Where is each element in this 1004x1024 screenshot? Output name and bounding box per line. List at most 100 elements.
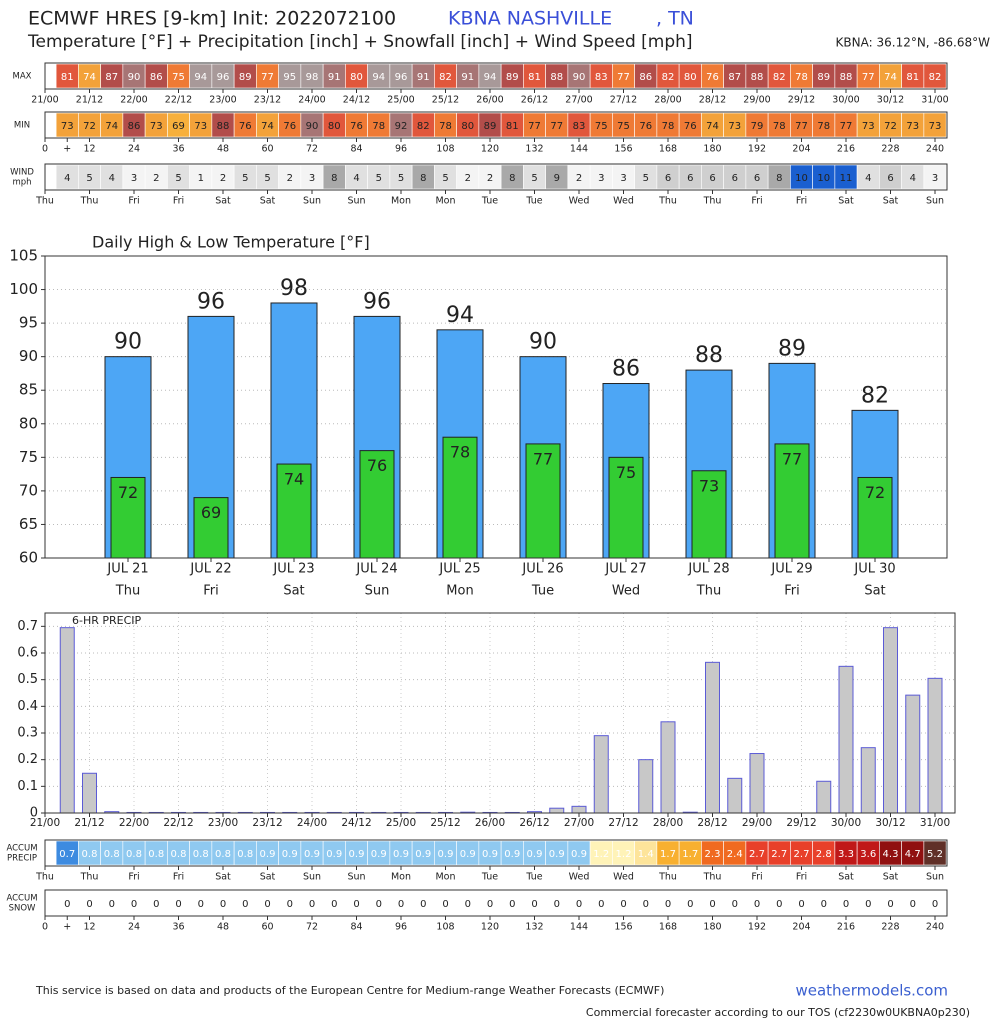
cell-value: 0 [598,899,604,910]
cell-value: 82 [439,72,452,83]
cell-value: 80 [684,72,697,83]
x-tick-label: 28/12 [697,817,727,829]
x-tick-label: 180 [703,144,721,155]
cell-value: 0.9 [527,849,543,860]
x-tick-label: 36 [172,922,184,933]
cell-value: 0 [887,899,893,910]
site-link[interactable]: weathermodels.com [795,982,948,1000]
x-tick-label: 228 [881,922,899,933]
day-label: Sat [864,584,885,599]
cell-value: 76 [639,121,652,132]
x-tick-label: 22/12 [163,817,193,829]
cell-value: 88 [840,72,853,83]
x-tick-label: 23/00 [209,95,236,106]
x-tick-label: 192 [748,144,766,155]
cell-value: 0.8 [148,849,164,860]
x-tick-label: 132 [525,922,543,933]
cell-value: 78 [439,121,452,132]
cell-value: 76 [706,72,719,83]
y-tick-label: 75 [19,448,38,466]
x-tick-label: JUL 27 [604,562,646,577]
cell-value: 86 [150,72,163,83]
low-bar [276,463,312,559]
cell-value: 0.9 [393,849,409,860]
cell-value: 0 [798,899,804,910]
cell-value: 96 [217,72,230,83]
cell-value: 5.2 [927,849,943,860]
low-label: 75 [616,463,636,482]
footer-tos: Commercial forecaster according to our T… [586,1006,970,1019]
x-tick-label: 216 [837,144,855,155]
cell-value: 75 [617,121,630,132]
cell-value: 0.9 [304,849,320,860]
x-tick-label: Thu [35,196,54,207]
precip-bar [638,759,654,814]
y-tick-label: 100 [9,280,38,298]
x-tick-label: 120 [481,144,499,155]
cell-value: 1.7 [660,849,676,860]
chart-title: Daily High & Low Temperature [°F] [92,233,370,252]
cell-value: 0 [420,899,426,910]
cell-value: 76 [283,121,296,132]
cell-value: 0 [198,899,204,910]
day-label: Thu [696,584,721,599]
cell-value: 78 [662,121,675,132]
cell-value: 81 [506,121,519,132]
x-tick-label: 168 [659,922,677,933]
cell-value: 0 [287,899,293,910]
cell-value: 0 [709,899,715,910]
high-label: 82 [861,383,889,408]
cell-value: 11 [840,173,853,184]
cell-value: 3 [620,173,626,184]
y-tick-label: 0.2 [17,752,38,767]
cell-value: 3 [309,173,315,184]
x-tick-label: Fri [751,196,762,207]
location: KBNA: 36.12°N, -86.68°W [836,36,991,50]
row-label: MIN [14,121,30,131]
high-label: 96 [197,289,225,314]
cell-value: 6 [665,173,671,184]
x-tick-label: 29/12 [788,95,815,106]
cell-value: 0 [620,899,626,910]
cell-value: 2.8 [816,849,832,860]
x-tick-label: Sun [303,872,321,883]
cell-value: 0 [531,899,537,910]
x-tick-label: 84 [350,922,362,933]
low-label: 72 [118,483,138,502]
cell-value: 8 [331,173,337,184]
x-tick-label: 180 [703,922,721,933]
x-tick-label: 72 [306,922,318,933]
row-border [44,839,948,867]
cell-value: 82 [662,72,675,83]
cell-value: 86 [128,121,141,132]
x-tick-label: 30/12 [875,817,905,829]
x-tick-label: 22/00 [120,95,147,106]
cell-value: 0.9 [438,849,454,860]
y-tick-label: 65 [19,515,38,533]
x-tick-label: Fri [796,872,807,883]
high-label: 98 [280,276,308,301]
cell-value: 2 [487,173,493,184]
x-tick-label: 30/00 [832,95,859,106]
cell-value: 77 [617,72,630,83]
cell-value: 73 [728,121,741,132]
cell-value: 74 [83,72,96,83]
x-tick-label: Sat [838,872,854,883]
low-label: 73 [699,476,719,495]
footer-note: This service is based on data and produc… [35,984,664,997]
cell-value: 8 [509,173,515,184]
x-tick-label: 27/12 [610,95,637,106]
x-tick-label: 96 [395,144,407,155]
cell-value: 89 [817,72,830,83]
cell-value: 81 [61,72,74,83]
x-tick-label: Mon [435,872,455,883]
cell-value: 0 [175,899,181,910]
cell-value: 72 [83,121,96,132]
cell-value: 90 [306,121,319,132]
x-tick-label: 31/00 [920,817,950,829]
cell-value: 8 [776,173,782,184]
chart-title: 6-HR PRECIP [72,614,142,627]
cell-value: 76 [684,121,697,132]
cell-value: 0 [865,899,871,910]
x-tick-label: 23/00 [208,817,238,829]
